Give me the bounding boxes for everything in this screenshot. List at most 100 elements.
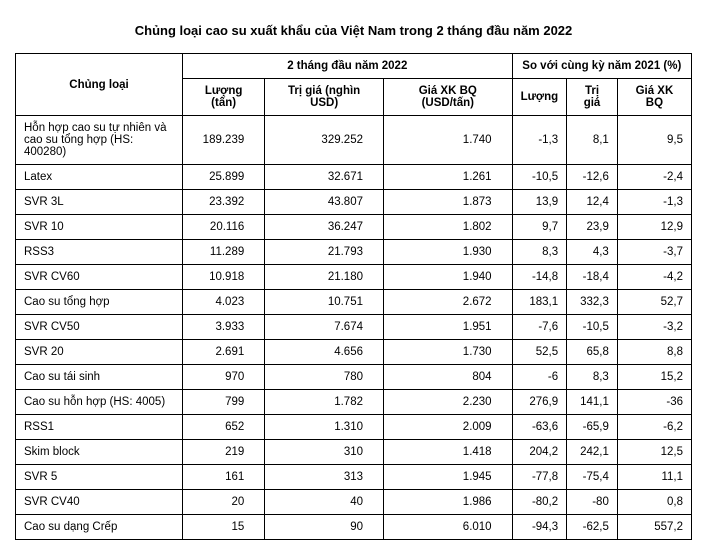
table-row: Hỗn hợp cao su tự nhiên và cao su tổng h… <box>16 116 692 165</box>
cell-price: 2.672 <box>384 290 513 315</box>
cell-price: 6.010 <box>384 515 513 540</box>
cell-price: 1.986 <box>384 490 513 515</box>
cell-dprice: 12,5 <box>617 440 691 465</box>
cell-dqty: 8,3 <box>512 240 567 265</box>
cell-qty: 652 <box>183 415 265 440</box>
cell-category: SVR CV40 <box>16 490 183 515</box>
cell-value: 40 <box>265 490 384 515</box>
cell-dqty: -63,6 <box>512 415 567 440</box>
cell-value: 313 <box>265 465 384 490</box>
cell-dqty: -6 <box>512 365 567 390</box>
table-row: SVR CV6010.91821.1801.940-14,8-18,4-4,2 <box>16 265 692 290</box>
cell-price: 1.802 <box>384 215 513 240</box>
cell-qty: 23.392 <box>183 190 265 215</box>
cell-value: 36.247 <box>265 215 384 240</box>
cell-qty: 11.289 <box>183 240 265 265</box>
cell-category: SVR 10 <box>16 215 183 240</box>
cell-dvalue: 141,1 <box>567 390 618 415</box>
cell-dqty: 183,1 <box>512 290 567 315</box>
cell-qty: 4.023 <box>183 290 265 315</box>
col-dvalue: Trị giá <box>567 79 618 116</box>
cell-dprice: -36 <box>617 390 691 415</box>
cell-category: Latex <box>16 165 183 190</box>
cell-dvalue: -12,6 <box>567 165 618 190</box>
cell-dqty: -14,8 <box>512 265 567 290</box>
col-value: Trị giá (nghìn USD) <box>265 79 384 116</box>
table-row: Cao su tái sinh970780804-68,315,2 <box>16 365 692 390</box>
cell-value: 21.793 <box>265 240 384 265</box>
cell-dvalue: -75,4 <box>567 465 618 490</box>
cell-qty: 15 <box>183 515 265 540</box>
cell-category: Cao su tái sinh <box>16 365 183 390</box>
cell-dvalue: -18,4 <box>567 265 618 290</box>
cell-price: 2.009 <box>384 415 513 440</box>
cell-category: Skim block <box>16 440 183 465</box>
cell-value: 4.656 <box>265 340 384 365</box>
cell-price: 1.930 <box>384 240 513 265</box>
cell-dprice: 11,1 <box>617 465 691 490</box>
cell-price: 1.418 <box>384 440 513 465</box>
cell-dprice: 0,8 <box>617 490 691 515</box>
cell-qty: 189.239 <box>183 116 265 165</box>
cell-dprice: 557,2 <box>617 515 691 540</box>
cell-dqty: 13,9 <box>512 190 567 215</box>
cell-dvalue: 8,3 <box>567 365 618 390</box>
cell-qty: 3.933 <box>183 315 265 340</box>
cell-qty: 799 <box>183 390 265 415</box>
cell-dvalue: 332,3 <box>567 290 618 315</box>
cell-dqty: 276,9 <box>512 390 567 415</box>
cell-dvalue: -10,5 <box>567 315 618 340</box>
cell-category: RSS3 <box>16 240 183 265</box>
table-row: SVR 51613131.945-77,8-75,411,1 <box>16 465 692 490</box>
cell-value: 329.252 <box>265 116 384 165</box>
cell-price: 804 <box>384 365 513 390</box>
col-dqty: Lượng <box>512 79 567 116</box>
cell-dqty: -80,2 <box>512 490 567 515</box>
table-row: Skim block2193101.418204,2242,112,5 <box>16 440 692 465</box>
cell-dvalue: 8,1 <box>567 116 618 165</box>
table-row: SVR 1020.11636.2471.8029,723,912,9 <box>16 215 692 240</box>
cell-dprice: -1,3 <box>617 190 691 215</box>
cell-category: Cao su tổng hợp <box>16 290 183 315</box>
cell-dqty: 52,5 <box>512 340 567 365</box>
cell-dvalue: 65,8 <box>567 340 618 365</box>
cell-dvalue: 242,1 <box>567 440 618 465</box>
cell-qty: 20.116 <box>183 215 265 240</box>
cell-dprice: -4,2 <box>617 265 691 290</box>
cell-qty: 10.918 <box>183 265 265 290</box>
cell-dqty: -94,3 <box>512 515 567 540</box>
cell-dprice: 8,8 <box>617 340 691 365</box>
cell-value: 1.310 <box>265 415 384 440</box>
cell-price: 1.730 <box>384 340 513 365</box>
cell-price: 2.230 <box>384 390 513 415</box>
cell-dprice: -3,2 <box>617 315 691 340</box>
cell-category: SVR 20 <box>16 340 183 365</box>
table-row: SVR CV503.9337.6741.951-7,6-10,5-3,2 <box>16 315 692 340</box>
cell-dprice: -3,7 <box>617 240 691 265</box>
cell-qty: 970 <box>183 365 265 390</box>
cell-dvalue: 23,9 <box>567 215 618 240</box>
cell-category: Cao su dạng Crếp <box>16 515 183 540</box>
table-row: Cao su hỗn hợp (HS: 4005)7991.7822.23027… <box>16 390 692 415</box>
col-group-compare: So với cùng kỳ năm 2021 (%) <box>512 54 691 79</box>
cell-category: SVR 5 <box>16 465 183 490</box>
cell-category: SVR CV60 <box>16 265 183 290</box>
cell-price: 1.740 <box>384 116 513 165</box>
cell-value: 90 <box>265 515 384 540</box>
cell-value: 32.671 <box>265 165 384 190</box>
cell-dprice: -2,4 <box>617 165 691 190</box>
cell-price: 1.940 <box>384 265 513 290</box>
table-row: Cao su tổng hợp4.02310.7512.672183,1332,… <box>16 290 692 315</box>
cell-dvalue: -80 <box>567 490 618 515</box>
cell-dprice: -6,2 <box>617 415 691 440</box>
cell-value: 7.674 <box>265 315 384 340</box>
cell-value: 1.782 <box>265 390 384 415</box>
cell-qty: 2.691 <box>183 340 265 365</box>
col-category: Chủng loại <box>16 54 183 116</box>
cell-dqty: -10,5 <box>512 165 567 190</box>
cell-dqty: -77,8 <box>512 465 567 490</box>
table-row: SVR 202.6914.6561.73052,565,88,8 <box>16 340 692 365</box>
col-qty: Lượng (tấn) <box>183 79 265 116</box>
cell-dprice: 9,5 <box>617 116 691 165</box>
cell-category: Hỗn hợp cao su tự nhiên và cao su tổng h… <box>16 116 183 165</box>
